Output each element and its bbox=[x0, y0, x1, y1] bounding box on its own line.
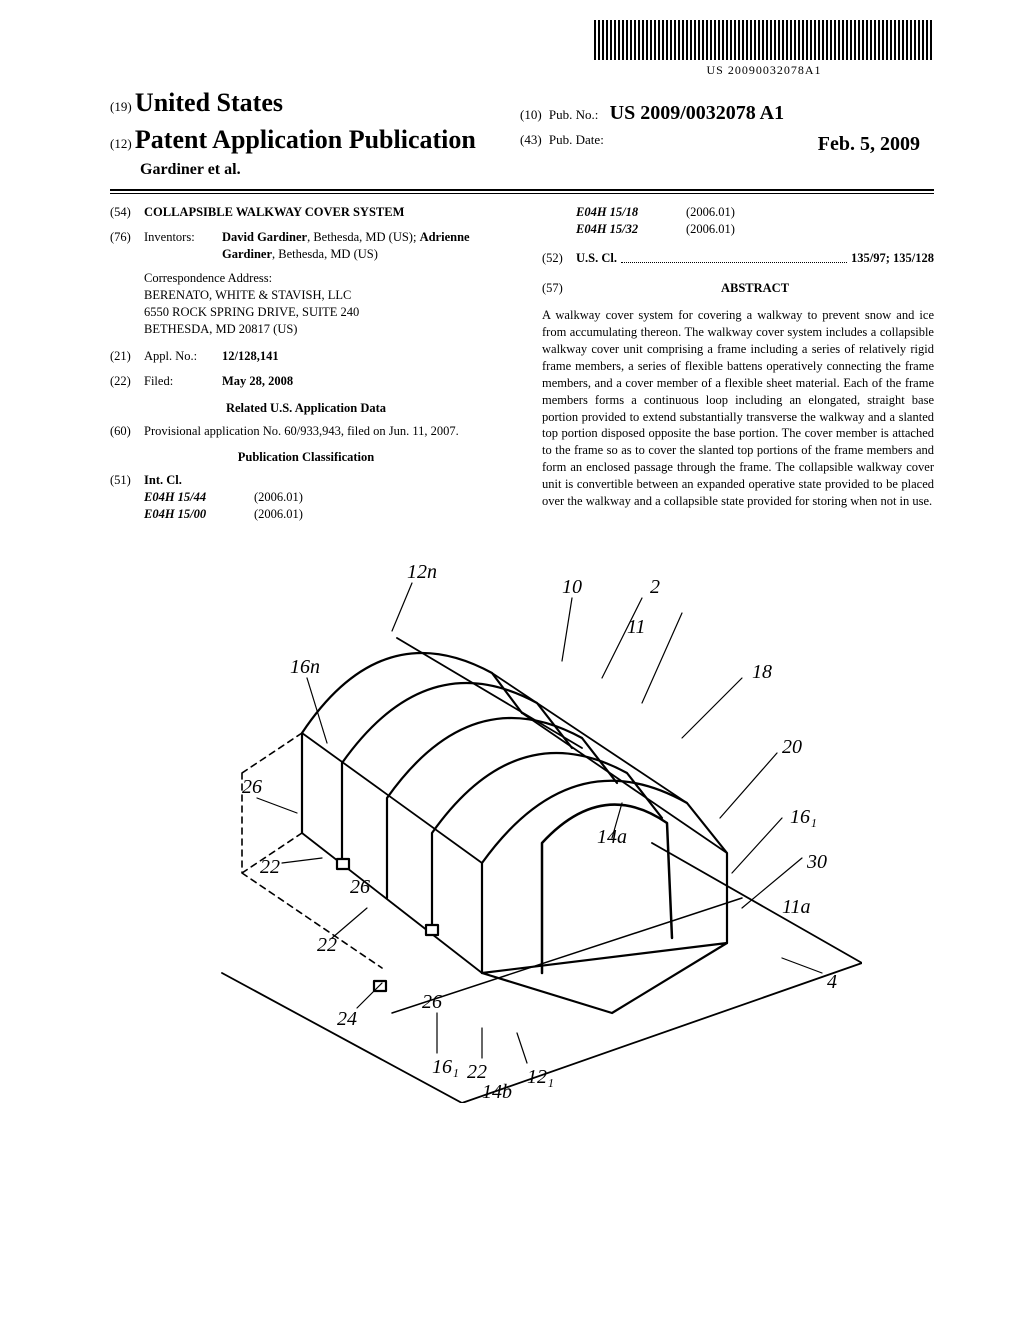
intcl-row: E04H 15/32(2006.01) bbox=[576, 221, 934, 238]
intcl-row: E04H 15/18(2006.01) bbox=[576, 204, 934, 221]
code-10: (10) bbox=[520, 107, 542, 122]
inventors: David Gardiner, Bethesda, MD (US); Adrie… bbox=[222, 229, 502, 263]
corr-label: Correspondence Address: bbox=[144, 270, 502, 287]
code-19: (19) bbox=[110, 99, 132, 114]
country: United States bbox=[135, 88, 283, 117]
svg-text:2: 2 bbox=[650, 576, 660, 598]
svg-text:4: 4 bbox=[827, 971, 837, 993]
abstract-text: A walkway cover system for covering a wa… bbox=[542, 307, 934, 510]
intcl-row: E04H 15/00(2006.01) bbox=[144, 506, 502, 523]
rule-thick bbox=[110, 189, 934, 191]
svg-text:22: 22 bbox=[467, 1061, 487, 1083]
svg-text:11: 11 bbox=[627, 616, 646, 638]
pubdate-label: Pub. Date: bbox=[549, 132, 604, 147]
label-21: Appl. No.: bbox=[144, 348, 222, 365]
field-22: (22) Filed: May 28, 2008 bbox=[110, 373, 502, 390]
field-54: (54) COLLAPSIBLE WALKWAY COVER SYSTEM bbox=[110, 204, 502, 221]
svg-text:16₁: 16₁ bbox=[790, 806, 817, 828]
svg-text:26: 26 bbox=[350, 876, 370, 898]
label-22: Filed: bbox=[144, 373, 222, 390]
figure-svg: 12n 10 2 11 18 14a 20 16₁ 30 11a 4 16n 2… bbox=[182, 543, 862, 1103]
svg-text:14b: 14b bbox=[482, 1081, 512, 1103]
svg-text:20: 20 bbox=[782, 736, 802, 758]
field-76: (76) Inventors: David Gardiner, Bethesda… bbox=[110, 229, 502, 263]
intcl-row: E04H 15/44(2006.01) bbox=[144, 489, 502, 506]
left-column: (54) COLLAPSIBLE WALKWAY COVER SYSTEM (7… bbox=[110, 204, 502, 523]
code-22: (22) bbox=[110, 373, 144, 390]
rule-thin bbox=[110, 193, 934, 194]
code-21: (21) bbox=[110, 348, 144, 365]
right-column: E04H 15/18(2006.01) E04H 15/32(2006.01) … bbox=[542, 204, 934, 523]
biblio-columns: (54) COLLAPSIBLE WALKWAY COVER SYSTEM (7… bbox=[110, 204, 934, 523]
dot-leader bbox=[621, 262, 847, 263]
svg-text:12₁: 12₁ bbox=[527, 1066, 554, 1088]
filed: May 28, 2008 bbox=[222, 373, 502, 390]
field-21: (21) Appl. No.: 12/128,141 bbox=[110, 348, 502, 365]
field-60: (60) Provisional application No. 60/933,… bbox=[110, 423, 502, 440]
svg-text:14a: 14a bbox=[597, 826, 627, 848]
corr-l2: 6550 ROCK SPRING DRIVE, SUITE 240 bbox=[144, 304, 502, 321]
authors: Gardiner et al. bbox=[140, 159, 934, 181]
code-60: (60) bbox=[110, 423, 144, 440]
correspondence: Correspondence Address: BERENATO, WHITE … bbox=[144, 270, 502, 338]
svg-text:26: 26 bbox=[422, 991, 442, 1013]
code-52: (52) bbox=[542, 250, 576, 267]
svg-text:12n: 12n bbox=[407, 561, 437, 583]
corr-l1: BERENATO, WHITE & STAVISH, LLC bbox=[144, 287, 502, 304]
label-52: U.S. Cl. bbox=[576, 250, 617, 267]
barcode bbox=[594, 20, 934, 60]
svg-text:16₁: 16₁ bbox=[432, 1056, 459, 1078]
code-76: (76) bbox=[110, 229, 144, 263]
code-43: (43) bbox=[520, 132, 542, 147]
label-76: Inventors: bbox=[144, 229, 222, 263]
header-right: (10) Pub. No.: US 2009/0032078 A1 (43) P… bbox=[520, 100, 920, 158]
code-54: (54) bbox=[110, 204, 144, 221]
intcl-label: Int. Cl. bbox=[144, 472, 502, 489]
applno: 12/128,141 bbox=[222, 348, 502, 365]
svg-text:22: 22 bbox=[317, 934, 337, 956]
code-57: (57) bbox=[542, 280, 576, 303]
svg-text:11a: 11a bbox=[782, 896, 811, 918]
intcl: Int. Cl. E04H 15/44(2006.01) E04H 15/00(… bbox=[144, 472, 502, 523]
uscl-value: 135/97; 135/128 bbox=[851, 250, 934, 267]
field-57: (57) ABSTRACT bbox=[542, 280, 934, 303]
pubclass-heading: Publication Classification bbox=[110, 449, 502, 466]
pub-type: Patent Application Publication bbox=[135, 125, 476, 154]
svg-text:16n: 16n bbox=[290, 656, 320, 678]
barcode-text: US 20090032078A1 bbox=[594, 62, 934, 78]
patent-figure: 12n 10 2 11 18 14a 20 16₁ 30 11a 4 16n 2… bbox=[110, 543, 934, 1108]
related-heading: Related U.S. Application Data bbox=[110, 400, 502, 417]
code-12: (12) bbox=[110, 136, 132, 151]
svg-text:26: 26 bbox=[242, 776, 262, 798]
svg-text:24: 24 bbox=[337, 1008, 357, 1030]
barcode-block: US 20090032078A1 bbox=[594, 20, 934, 78]
title-54: COLLAPSIBLE WALKWAY COVER SYSTEM bbox=[144, 204, 502, 221]
pubno-label: Pub. No.: bbox=[549, 107, 598, 122]
svg-text:30: 30 bbox=[806, 851, 827, 873]
svg-text:10: 10 bbox=[562, 576, 582, 598]
field-51: (51) Int. Cl. E04H 15/44(2006.01) E04H 1… bbox=[110, 472, 502, 523]
code-51: (51) bbox=[110, 472, 144, 523]
corr-l3: BETHESDA, MD 20817 (US) bbox=[144, 321, 502, 338]
pubdate: Feb. 5, 2009 bbox=[818, 131, 920, 158]
pubno: US 2009/0032078 A1 bbox=[610, 102, 784, 124]
field-52: (52) U.S. Cl. 135/97; 135/128 bbox=[542, 250, 934, 267]
abstract-heading: ABSTRACT bbox=[576, 280, 934, 297]
svg-text:18: 18 bbox=[752, 661, 772, 683]
provisional: Provisional application No. 60/933,943, … bbox=[144, 423, 502, 440]
svg-text:22: 22 bbox=[260, 856, 280, 878]
